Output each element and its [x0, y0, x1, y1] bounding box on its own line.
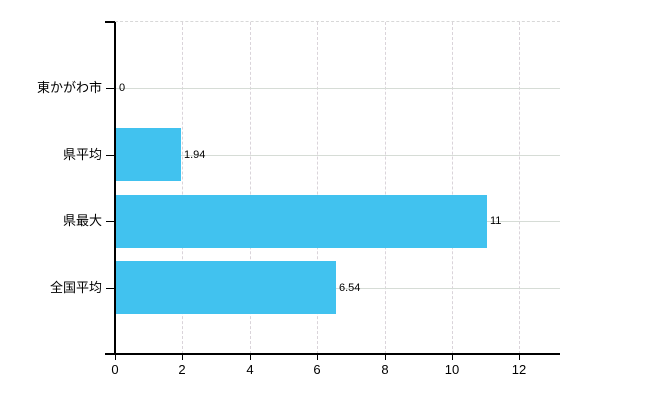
- x-tick-label: 4: [246, 362, 254, 377]
- x-tick: [250, 355, 251, 360]
- x-tick: [452, 355, 453, 360]
- category-label: 全国平均: [49, 280, 102, 295]
- category-tick: [106, 221, 114, 222]
- category-label: 県平均: [62, 147, 102, 162]
- x-tick: [317, 355, 318, 360]
- h-gridline: [115, 88, 560, 89]
- v-gridline: [452, 22, 453, 354]
- x-tick: [519, 355, 520, 360]
- h-gridline: [115, 288, 560, 289]
- x-tick: [385, 355, 386, 360]
- v-gridline: [519, 22, 520, 354]
- value-label: 11: [490, 215, 502, 227]
- y-axis-end-tick: [105, 21, 115, 23]
- x-tick-label: 12: [511, 362, 527, 377]
- value-label: 6.54: [339, 282, 361, 294]
- v-gridline: [250, 22, 251, 354]
- y-axis: [114, 22, 116, 354]
- v-gridline: [182, 22, 183, 354]
- category-tick: [106, 288, 114, 289]
- category-tick: [106, 88, 114, 89]
- category-label: 東かがわ市: [36, 80, 102, 95]
- bar: [116, 261, 336, 314]
- x-tick-label: 8: [381, 362, 389, 377]
- value-label: 0: [119, 82, 126, 94]
- x-tick-label: 10: [444, 362, 460, 377]
- x-axis: [105, 353, 560, 355]
- x-tick: [182, 355, 183, 360]
- bar: [116, 128, 181, 181]
- x-tick-label: 6: [313, 362, 321, 377]
- bar: [116, 195, 487, 248]
- value-label: 1.94: [184, 149, 206, 161]
- plot-top-border: [115, 21, 560, 22]
- h-gridline: [115, 155, 560, 156]
- category-tick: [106, 155, 114, 156]
- category-label: 県最大: [62, 213, 102, 228]
- x-tick-label: 0: [111, 362, 119, 377]
- v-gridline: [385, 22, 386, 354]
- x-tick: [115, 355, 116, 360]
- v-gridline: [317, 22, 318, 354]
- x-tick-label: 2: [178, 362, 186, 377]
